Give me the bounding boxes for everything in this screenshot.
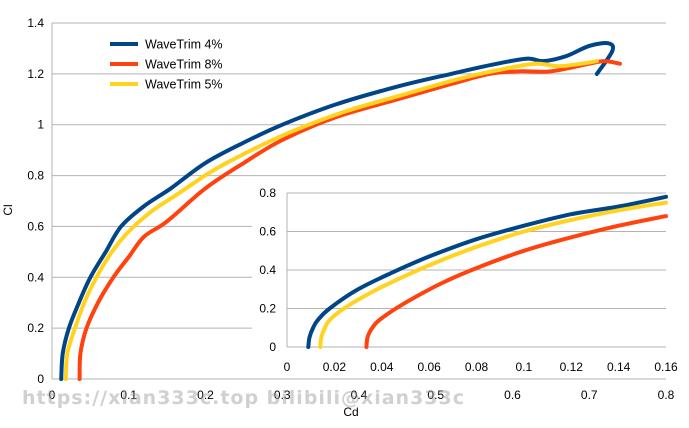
main-x-tick-label: 0.8 (658, 388, 675, 402)
inset-series-line (318, 200, 668, 349)
legend-label: WaveTrim 5% (145, 78, 223, 92)
inset-series-line (364, 214, 668, 349)
main-axes: 0 0.2 0.4 0.6 0.8 1 1.2 1.4 0 0.1 0.2 0.3 0.4 0.5 0.6 0… (27, 16, 674, 402)
main-x-tick-label: 0.1 (120, 388, 137, 402)
main-x-tick-label: 0.3 (274, 388, 291, 402)
main-y-tick-label: 0.2 (27, 321, 44, 335)
inset-x-tick-label: 0.12 (560, 360, 584, 374)
inset-x-tick-label: 0.04 (370, 360, 394, 374)
inset-chart: 0 0.2 0.4 0.6 0.8 0 0.02 0.04 0.06 0.08 0.1 0.12 0.1… (252, 180, 678, 375)
inset-x-tick-label: 0.08 (465, 360, 489, 374)
inset-x-tick-label: 0.16 (654, 360, 678, 374)
main-y-tick-label: 1 (37, 118, 44, 132)
legend-label: WaveTrim 8% (145, 58, 223, 72)
inset-x-tick-label: 0.14 (607, 360, 631, 374)
legend: WaveTrim 4% WaveTrim 8% WaveTrim 5% (110, 38, 223, 92)
main-x-tick-label: 0.2 (197, 388, 214, 402)
main-y-tick-label: 0.6 (27, 219, 44, 233)
inset-x-tick-label: 0.06 (417, 360, 441, 374)
inset-x-tick-label: 0.02 (323, 360, 347, 374)
axis-titles: Cd Cl (1, 204, 359, 419)
main-y-tick-label: 0 (37, 372, 44, 386)
main-x-tick-label: 0.4 (351, 388, 368, 402)
main-series-group (59, 41, 622, 381)
main-y-tick-label: 0.4 (27, 270, 44, 284)
inset-x-tick-label: 0 (284, 360, 291, 374)
main-x-tick-label: 0.6 (504, 388, 521, 402)
inset-y-tick-label: 0 (269, 340, 276, 354)
legend-label: WaveTrim 4% (145, 38, 223, 52)
inset-y-tick-label: 0.2 (259, 302, 276, 316)
inset-x-tick-label: 0.1 (516, 360, 533, 374)
main-y-tick-label: 0.8 (27, 169, 44, 183)
main-x-tick-label: 0.5 (427, 388, 444, 402)
y-axis-title: Cl (1, 204, 15, 215)
inset-y-tick-label: 0.8 (259, 186, 276, 200)
main-x-tick-label: 0 (49, 388, 56, 402)
main-y-tick-label: 1.2 (27, 67, 44, 81)
inset-series-line (306, 194, 668, 349)
main-x-tick-label: 0.7 (581, 388, 598, 402)
watermark-text: https://xian333c.top bilibili@xian333c (22, 387, 466, 409)
main-y-tick-label: 1.4 (27, 16, 44, 30)
x-axis-title: Cd (343, 405, 358, 419)
main-series-line (63, 59, 599, 381)
main-series-line (77, 59, 622, 381)
inset-y-tick-label: 0.4 (259, 263, 276, 277)
main-series-line (59, 41, 616, 381)
inset-y-tick-label: 0.6 (259, 225, 276, 239)
